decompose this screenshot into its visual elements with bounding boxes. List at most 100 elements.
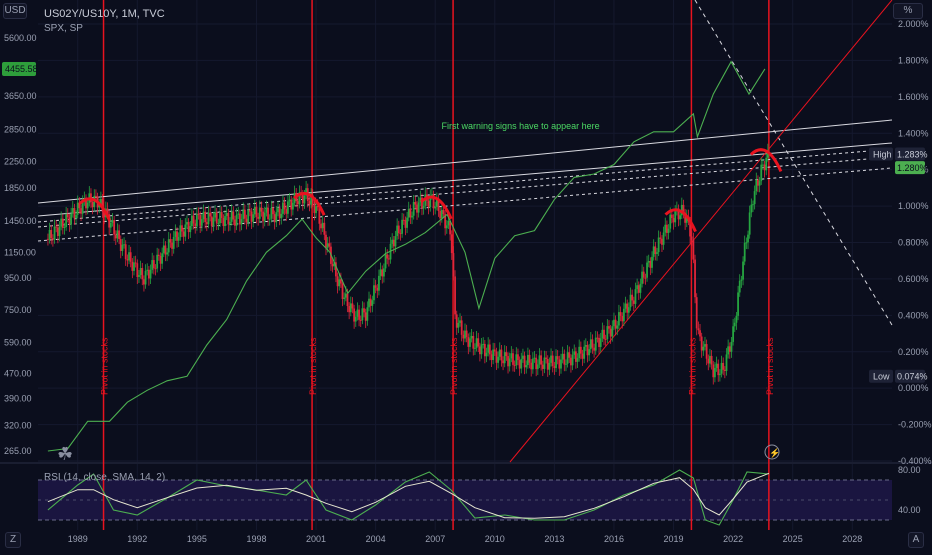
candle-body <box>568 352 571 358</box>
candle-body <box>642 271 645 278</box>
candle-body <box>550 355 552 363</box>
candle-body <box>733 322 736 327</box>
candle-body <box>714 367 716 378</box>
candle-body <box>402 219 405 221</box>
trend-diag-up <box>509 0 893 463</box>
candle-body <box>378 275 380 291</box>
candle-body <box>164 245 167 255</box>
candle-body <box>571 354 574 366</box>
candle-body <box>558 359 561 369</box>
auto-scale-button[interactable]: A <box>908 532 924 548</box>
left-axis-tick: 3650.00 <box>4 91 37 101</box>
left-axis-tick: 1450.00 <box>4 216 37 226</box>
candle-body <box>351 303 354 309</box>
candle-body <box>186 222 188 225</box>
candle-body <box>58 226 61 237</box>
candle-body <box>356 309 359 317</box>
warning-arc <box>293 192 326 216</box>
left-axis: 5600.00 3650.00 2850.00 2250.00 1850.00 1450.… <box>4 33 37 456</box>
candle-body <box>133 262 135 271</box>
log-scale-button[interactable]: Z <box>5 532 21 548</box>
low-label-badge <box>869 369 893 383</box>
rsi-label: RSI (14, close, SMA, 14, 2) <box>44 472 166 483</box>
candle-body <box>555 356 557 369</box>
candle-body <box>570 357 572 366</box>
candle-body <box>348 306 351 313</box>
candle-body <box>209 212 212 217</box>
candle-body <box>536 364 539 370</box>
candle-body <box>323 222 326 235</box>
candle-body <box>381 269 384 277</box>
candle-body <box>313 201 316 214</box>
candle-body <box>368 298 370 308</box>
x-axis-tick: 2001 <box>306 534 326 544</box>
candle-body <box>450 234 453 254</box>
candle-body <box>278 208 281 219</box>
candle-body <box>406 217 408 228</box>
candle-body <box>146 269 149 271</box>
candle-body <box>214 212 216 218</box>
candle-body <box>181 225 183 232</box>
candle-body <box>53 226 56 240</box>
candle-body <box>432 194 435 209</box>
pivot-label: Pivot in stocks <box>449 337 459 395</box>
candle-body <box>684 212 687 223</box>
candle-body <box>187 222 190 233</box>
candle-body <box>220 212 223 218</box>
candle-body <box>662 232 665 245</box>
candle-body <box>257 216 260 219</box>
candle-body <box>632 300 635 304</box>
candle-body <box>339 279 342 284</box>
low-value-text: 0.074% <box>897 372 928 382</box>
candle-body <box>495 351 498 363</box>
main-symbol-label[interactable]: US02Y/US10Y, 1M, TVC <box>44 8 165 20</box>
candle-body <box>85 198 87 209</box>
candle-body <box>416 204 418 213</box>
secondary-symbol-label[interactable]: SPX, SP <box>44 23 83 34</box>
candle-body <box>622 308 625 322</box>
candle-body <box>225 212 228 217</box>
candle-body <box>338 279 341 287</box>
candle-body <box>111 220 114 223</box>
candle-body <box>541 364 544 369</box>
candle-body <box>124 244 127 260</box>
candle-body <box>118 230 120 240</box>
x-axis-tick: 2022 <box>723 534 743 544</box>
candle-body <box>409 208 412 218</box>
candle-body <box>728 346 731 352</box>
candle-body <box>705 344 708 359</box>
candle-body <box>119 239 122 251</box>
currency-button[interactable]: USD <box>3 3 27 19</box>
candle-body <box>469 338 471 347</box>
candle-body <box>422 205 425 209</box>
candle-body <box>328 243 331 247</box>
candle-body <box>674 211 677 223</box>
right-axis-tick: 1.400% <box>898 128 929 138</box>
candle-body <box>189 226 192 233</box>
candle-body <box>609 328 612 337</box>
candle-body <box>584 345 587 347</box>
candle-body <box>747 234 749 243</box>
candle-body <box>510 353 513 359</box>
percent-button[interactable]: % <box>893 3 923 19</box>
candle-body <box>121 244 124 251</box>
candle-body <box>129 252 132 262</box>
candle-body <box>694 259 696 298</box>
candle-body <box>593 347 595 351</box>
candle-body <box>530 362 533 370</box>
low-value-badge <box>895 369 925 383</box>
candle-body <box>760 164 763 182</box>
candle-body <box>234 219 236 226</box>
candle-body <box>325 234 327 248</box>
candle-body <box>513 364 516 366</box>
candle-body <box>191 215 193 227</box>
candle-body <box>212 217 215 227</box>
x-axis-tick: 2013 <box>544 534 564 544</box>
x-axis-tick: 2004 <box>366 534 386 544</box>
high-label-text: High <box>873 150 892 160</box>
candle-body <box>303 195 306 204</box>
candle-body <box>310 195 312 205</box>
candle-body <box>167 239 170 253</box>
candle-body <box>498 349 501 357</box>
